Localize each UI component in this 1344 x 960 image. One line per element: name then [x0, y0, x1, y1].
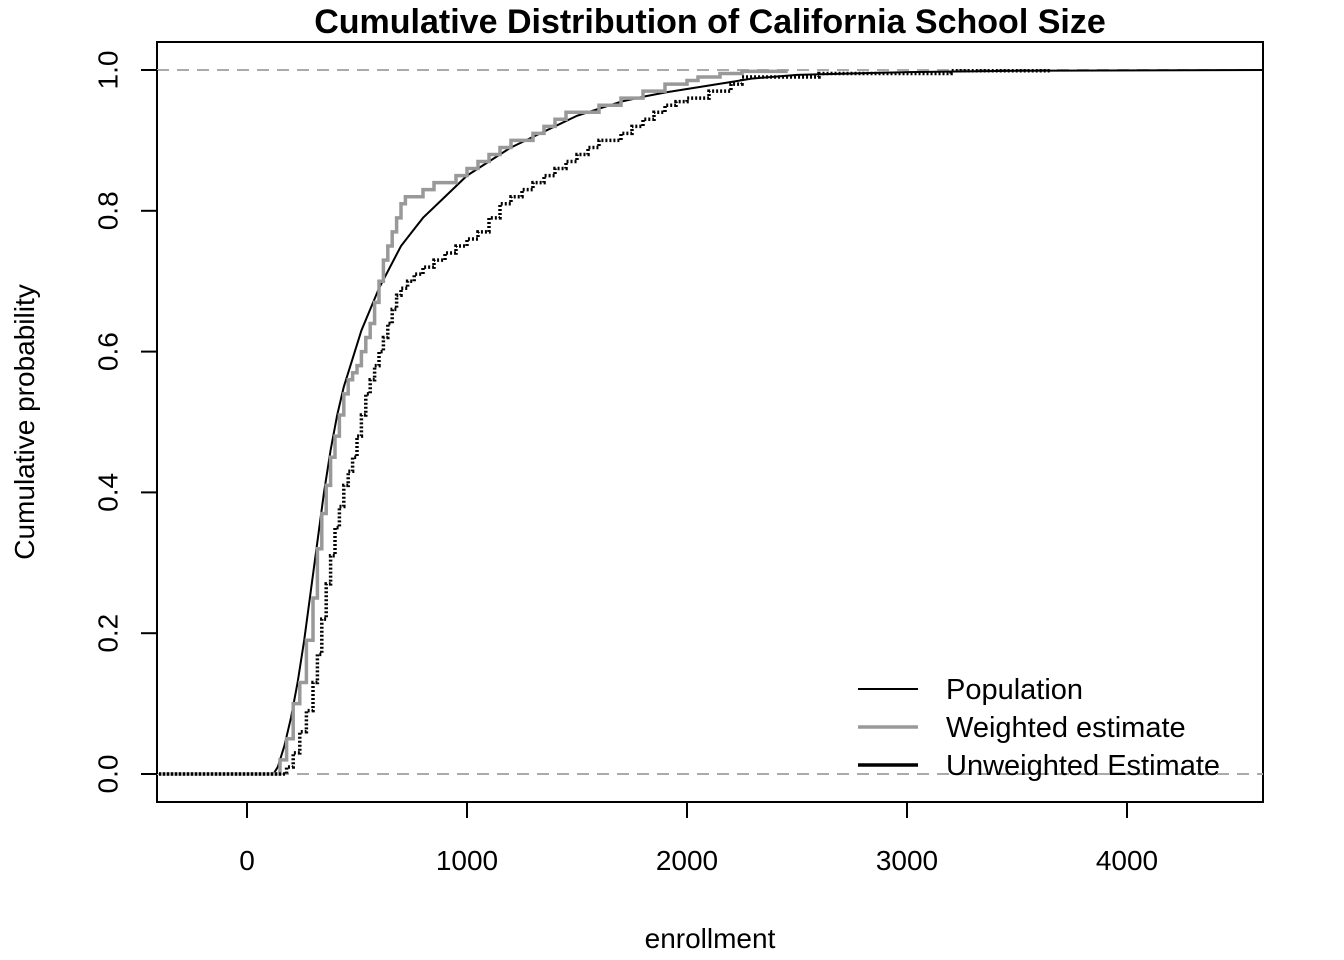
x-tick-label-0: 0 [239, 845, 255, 876]
x-tick-label-3: 3000 [876, 845, 938, 876]
y-tick-label-0: 0.0 [92, 755, 123, 794]
x-tick-label-4: 4000 [1096, 845, 1158, 876]
legend-label-1: Weighted estimate [946, 712, 1186, 744]
series-line-1 [159, 69, 788, 776]
y-tick-label-4: 0.8 [92, 191, 123, 230]
legend-label-2: Unweighted Estimate [946, 750, 1220, 782]
legend-label-0: Population [946, 674, 1083, 706]
y-tick-label-1: 0.2 [92, 614, 123, 653]
x-tick-label-2: 2000 [656, 845, 718, 876]
y-axis: 0.0 0.2 0.4 0.6 0.8 1.0 [92, 51, 158, 794]
y-tick-label-5: 1.0 [92, 51, 123, 90]
series-layer [159, 68, 1264, 776]
legend: Population Weighted estimate Unweighted Es… [858, 674, 1220, 782]
plot-frame [156, 41, 1264, 803]
y-axis-label: Cumulative probability [9, 284, 40, 559]
x-axis: 0 1000 2000 3000 4000 [239, 801, 1158, 876]
reference-lines [157, 69, 1263, 775]
x-axis-label: enrollment [645, 923, 776, 954]
x-tick-label-1: 1000 [436, 845, 498, 876]
chart-title: Cumulative Distribution of California Sc… [314, 3, 1106, 41]
y-tick-label-3: 0.6 [92, 332, 123, 371]
series-line-2 [159, 68, 1052, 776]
y-tick-label-2: 0.4 [92, 473, 123, 512]
series-line-0 [159, 69, 1264, 775]
